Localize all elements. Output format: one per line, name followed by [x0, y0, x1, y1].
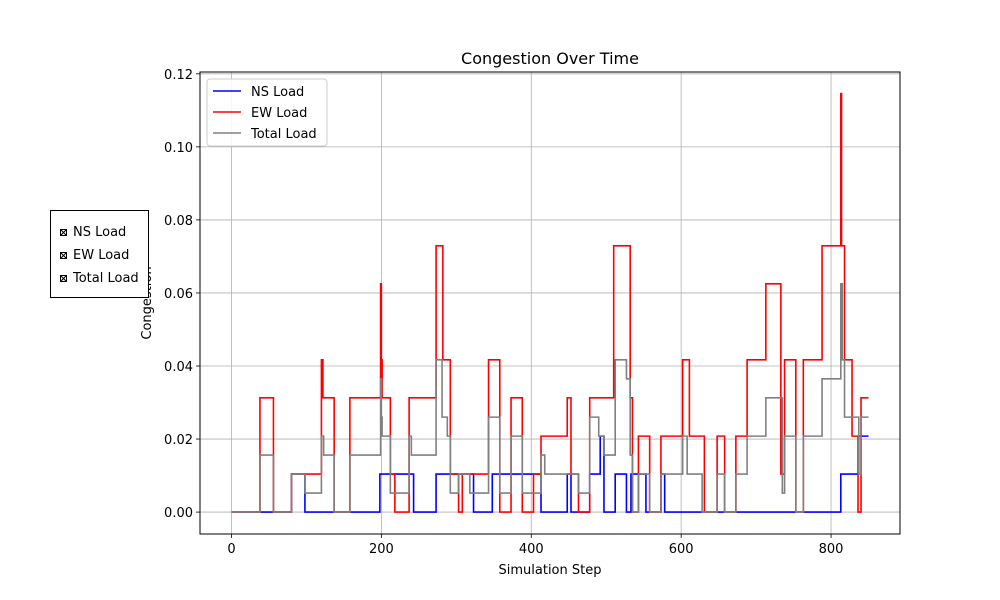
x-axis-label: Simulation Step: [499, 563, 602, 578]
y-tick-label: 0.12: [164, 68, 193, 83]
y-tick-label: 0.06: [164, 287, 193, 302]
checkbox-checked-icon[interactable]: [60, 274, 67, 282]
y-tick-label: 0.02: [164, 433, 193, 448]
legend-label: Total Load: [250, 127, 317, 142]
series-line-2: [231, 283, 869, 513]
y-tick-label: 0.04: [164, 360, 193, 375]
x-tick-label: 600: [669, 542, 694, 557]
x-tick-label: 400: [519, 542, 544, 557]
check-label: NS Load: [73, 224, 127, 240]
x-axis-ticks: 0 200 400 600 800: [227, 534, 843, 557]
legend-box: [206, 78, 328, 147]
y-tick-label: 0.10: [164, 141, 193, 156]
x-tick-label: 800: [819, 542, 844, 557]
x-tick-label: 0: [227, 542, 235, 557]
check-label: EW Load: [73, 247, 130, 263]
check-ew-load[interactable]: EW Load: [60, 245, 129, 265]
axes-frame: [199, 71, 901, 535]
legend-label: NS Load: [251, 85, 304, 100]
series-check-panel: NS Load EW Load Total Load: [50, 210, 149, 298]
legend: NS Load EW Load Total Load: [206, 78, 328, 147]
y-tick-label: 0.08: [164, 214, 193, 229]
x-tick-label: 200: [369, 542, 394, 557]
y-axis-ticks: 0.00 0.02 0.04 0.06 0.08 0.10 0.12: [164, 68, 200, 521]
check-total-load[interactable]: Total Load: [60, 268, 139, 288]
check-label: Total Load: [73, 270, 139, 286]
chart-title: Congestion Over Time: [461, 49, 639, 68]
check-ns-load[interactable]: NS Load: [60, 222, 126, 242]
y-tick-label: 0.00: [164, 506, 193, 521]
checkbox-checked-icon[interactable]: [60, 251, 67, 259]
series-lines: [231, 92, 869, 513]
legend-label: EW Load: [251, 106, 307, 121]
series-line-1: [231, 92, 869, 513]
checkbox-checked-icon[interactable]: [60, 228, 67, 236]
